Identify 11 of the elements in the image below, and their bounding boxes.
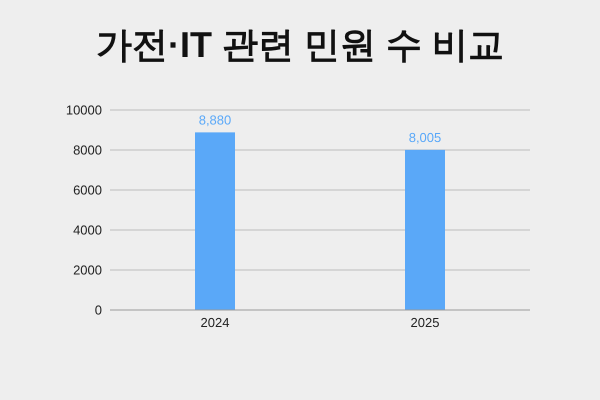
data-label: 8,005 — [408, 130, 442, 145]
chart-title: 가전·IT 관련 민원 수 비교 — [95, 22, 505, 66]
x-tick-label: 2024 — [200, 315, 230, 330]
y-tick-label: 0 — [94, 302, 102, 318]
y-tick-label: 6000 — [73, 182, 102, 198]
y-tick-label: 8000 — [73, 142, 102, 158]
y-tick-label: 4000 — [73, 222, 102, 238]
data-label: 8,880 — [198, 112, 232, 128]
x-tick-label: 2025 — [410, 315, 440, 330]
y-tick-label: 10000 — [66, 102, 102, 118]
y-tick-label: 2000 — [73, 262, 102, 278]
